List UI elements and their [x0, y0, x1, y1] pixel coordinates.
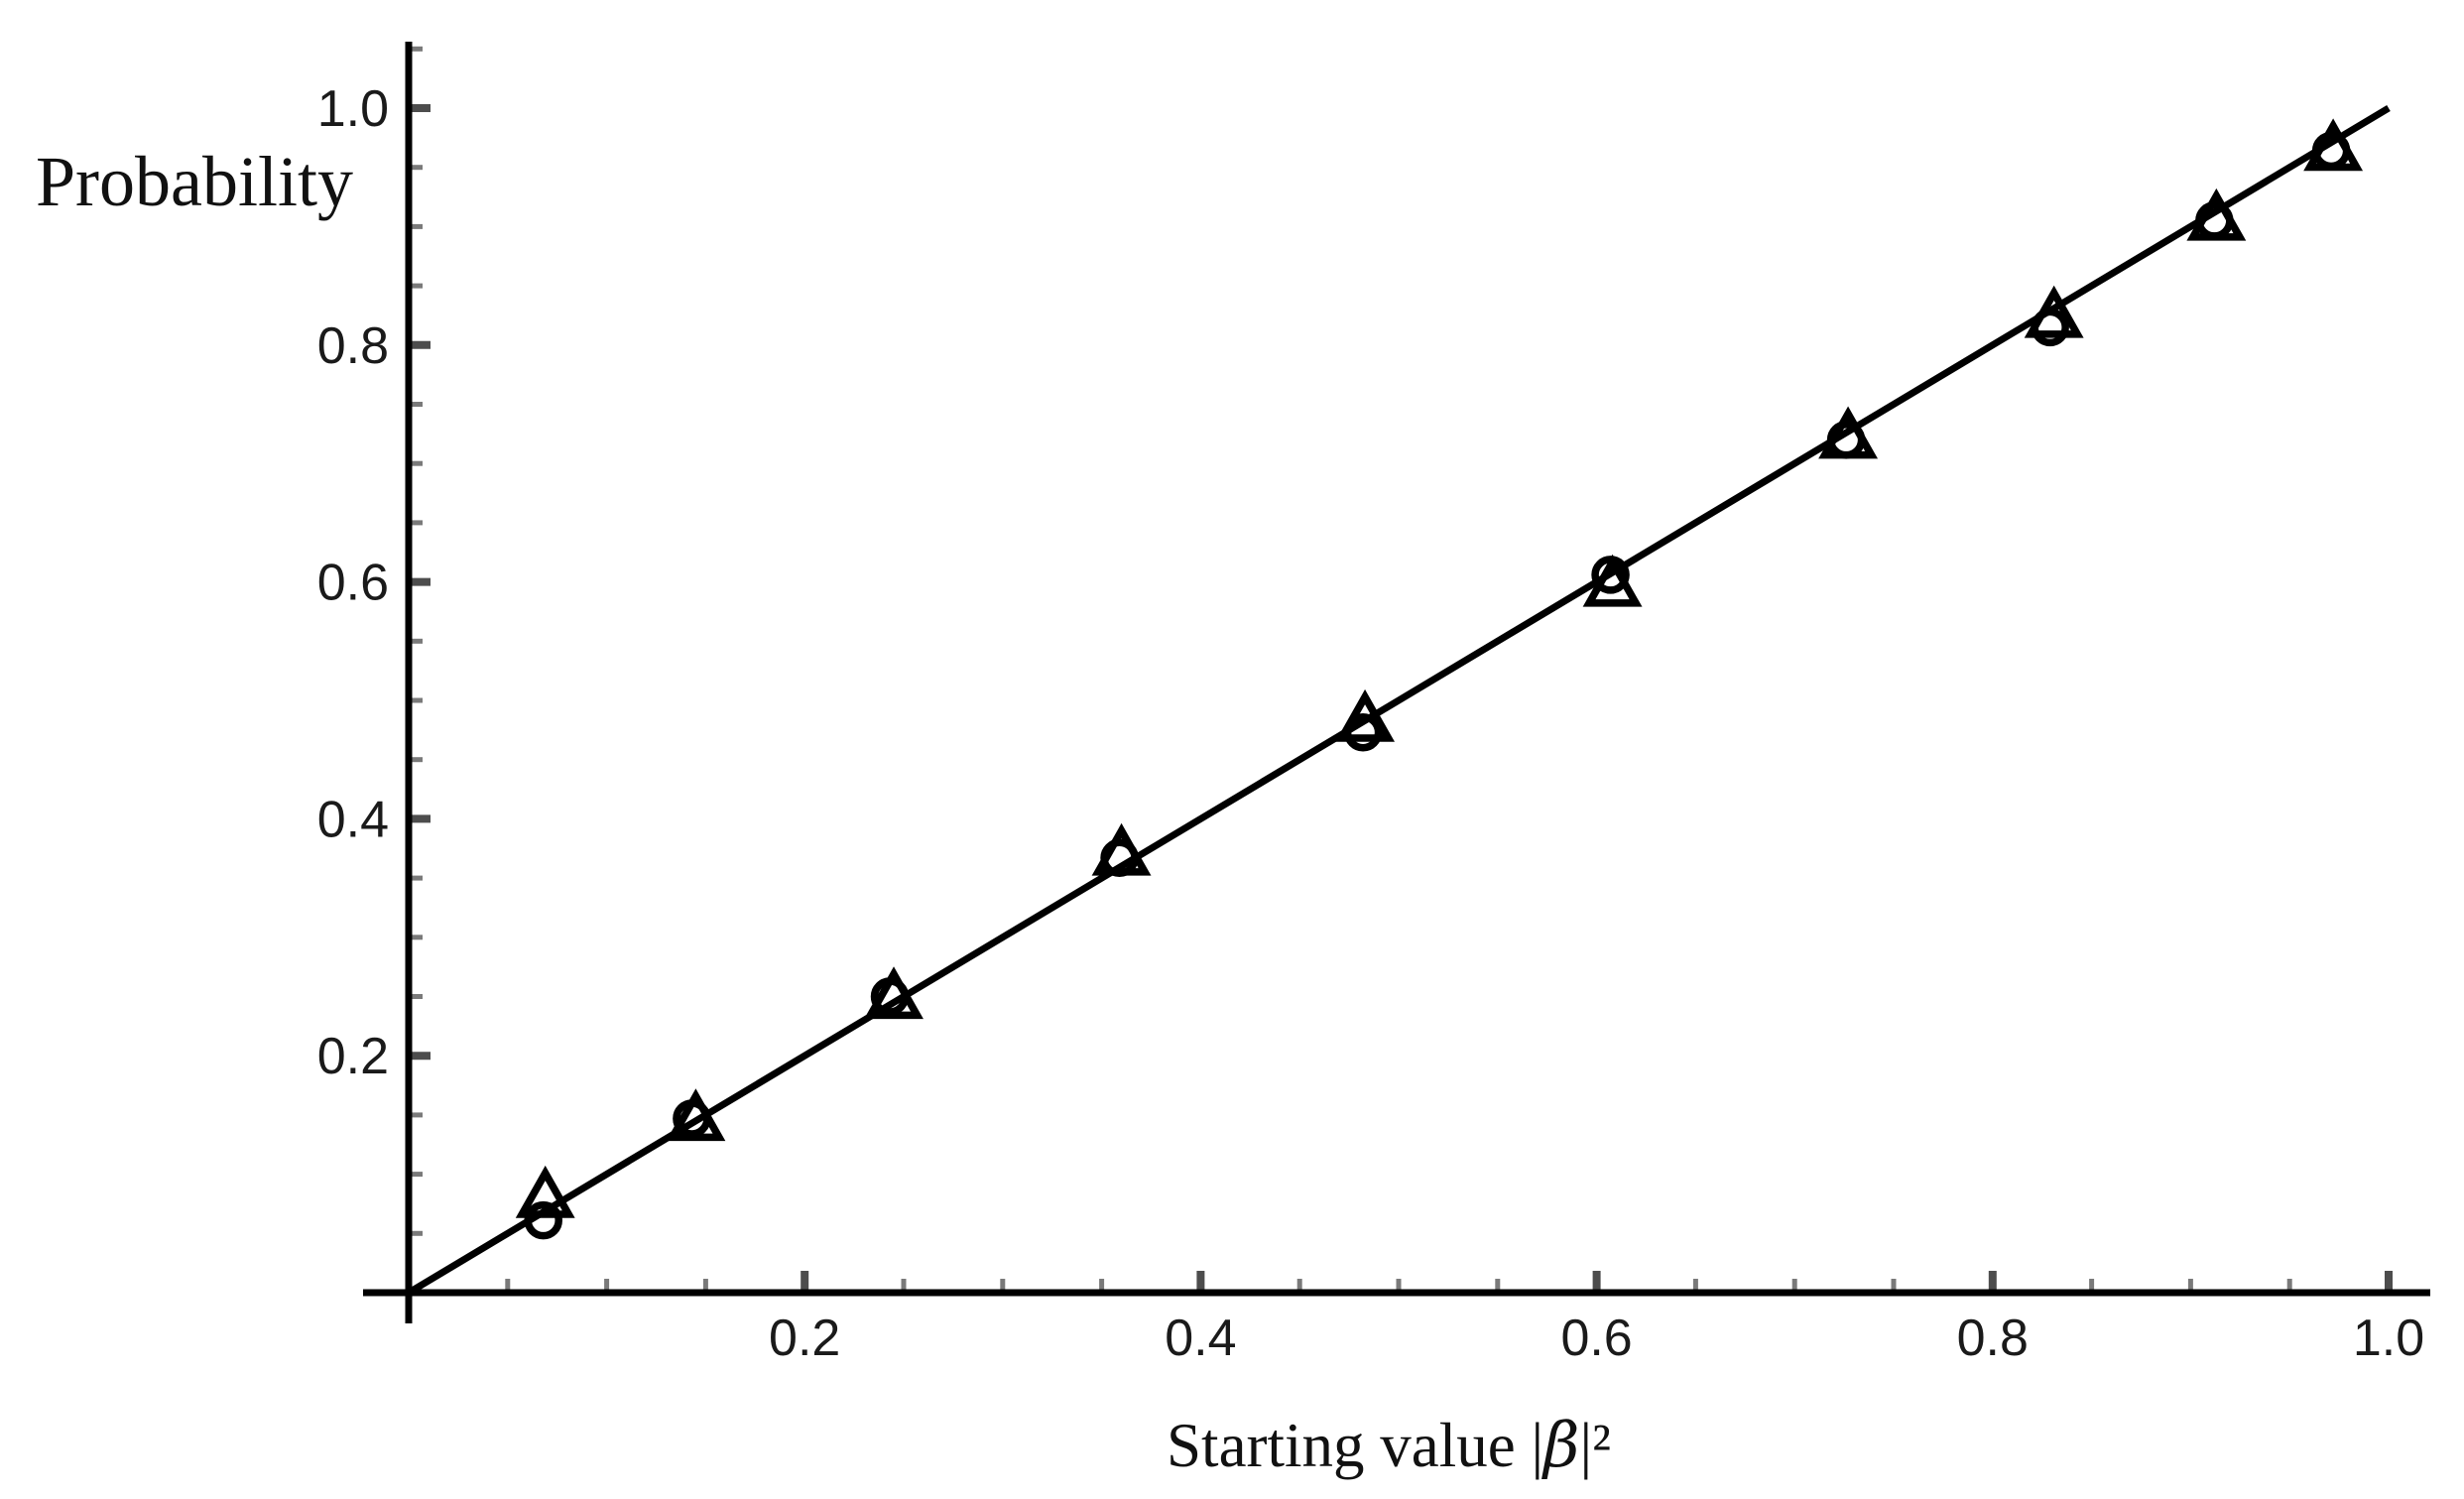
y-tick-label: 0.6: [317, 555, 389, 612]
x-axis-title-prefix: Starting value |: [1167, 1411, 1544, 1480]
y-tick-label: 0.2: [317, 1028, 389, 1085]
x-tick-label: 0.4: [1165, 1310, 1236, 1367]
x-axis-title: Starting value |β|²: [1167, 1409, 1611, 1482]
data-point-triangle: [2024, 285, 2084, 338]
x-tick-label: 0.6: [1560, 1310, 1632, 1367]
beta-symbol: β: [1543, 1409, 1580, 1481]
data-point-circle: [524, 1200, 562, 1240]
data-point-triangle: [1582, 554, 1643, 607]
y-tick-label: 0.4: [317, 791, 389, 848]
data-point-triangle: [1818, 406, 1879, 459]
x-tick-label: 1.0: [2353, 1310, 2424, 1367]
x-axis-title-suffix: |²: [1579, 1411, 1611, 1480]
data-point-triangle: [1091, 822, 1152, 876]
y-tick-label: 1.0: [317, 80, 389, 138]
x-tick-label: 0.8: [1957, 1310, 2029, 1367]
y-axis-title: Probability: [36, 142, 353, 221]
data-point-triangle: [1335, 688, 1396, 742]
data-point-triangle: [864, 966, 924, 1020]
y-tick-label: 0.8: [317, 317, 389, 375]
data-point-triangle: [515, 1165, 575, 1218]
data-point-triangle: [666, 1088, 726, 1142]
data-point-triangle: [2303, 118, 2364, 172]
x-tick-label: 0.2: [769, 1310, 840, 1367]
data-point-triangle: [2186, 187, 2247, 241]
